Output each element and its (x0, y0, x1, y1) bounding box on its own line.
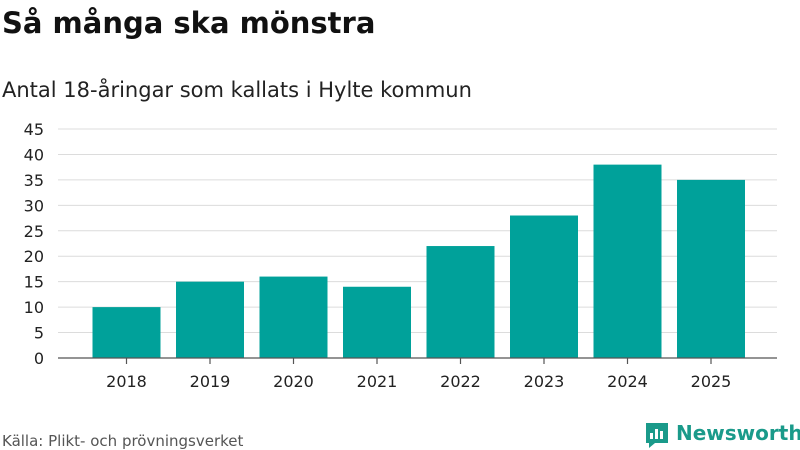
y-tick-label: 30 (24, 196, 44, 215)
bars (92, 164, 745, 358)
bar-2023 (510, 215, 578, 358)
y-tick-label: 40 (24, 145, 44, 164)
x-tick-label: 2018 (106, 372, 147, 391)
y-tick-label: 5 (34, 324, 44, 343)
y-tick-label: 20 (24, 247, 44, 266)
y-tick-label: 35 (24, 171, 44, 190)
bar-2020 (259, 276, 328, 358)
x-tick-label: 2021 (357, 372, 398, 391)
bar-2018 (92, 307, 161, 358)
x-tick-label: 2019 (190, 372, 231, 391)
x-axis-ticks: 2018 2019 2020 2021 2022 2023 2024 2025 (106, 358, 731, 391)
gridlines (58, 128, 777, 334)
y-axis-ticks: 0 5 10 15 20 25 30 35 40 45 (24, 120, 44, 368)
bar-2021 (343, 286, 411, 358)
bar-2024 (593, 164, 662, 358)
bar-chart-logo-icon (646, 423, 668, 448)
source-note: Källa: Plikt- och prövningsverket (2, 432, 244, 450)
brand-name: Newsworthy (676, 421, 800, 445)
x-tick-label: 2023 (524, 372, 565, 391)
x-tick-label: 2024 (607, 372, 648, 391)
y-tick-label: 15 (24, 273, 44, 292)
x-tick-label: 2022 (440, 372, 481, 391)
x-tick-label: 2020 (273, 372, 314, 391)
bar-2019 (176, 281, 244, 358)
chart-title: Så många ska mönstra (2, 6, 375, 40)
y-tick-label: 25 (24, 222, 44, 241)
chart-subtitle: Antal 18-åringar som kallats i Hylte kom… (2, 77, 472, 102)
x-tick-label: 2025 (691, 372, 732, 391)
y-tick-label: 0 (34, 349, 44, 368)
brand-logo: Newsworthy (646, 421, 800, 448)
y-tick-label: 10 (24, 298, 44, 317)
bar-2025 (677, 179, 745, 358)
y-tick-label: 45 (24, 120, 44, 139)
bar-2022 (426, 246, 495, 358)
